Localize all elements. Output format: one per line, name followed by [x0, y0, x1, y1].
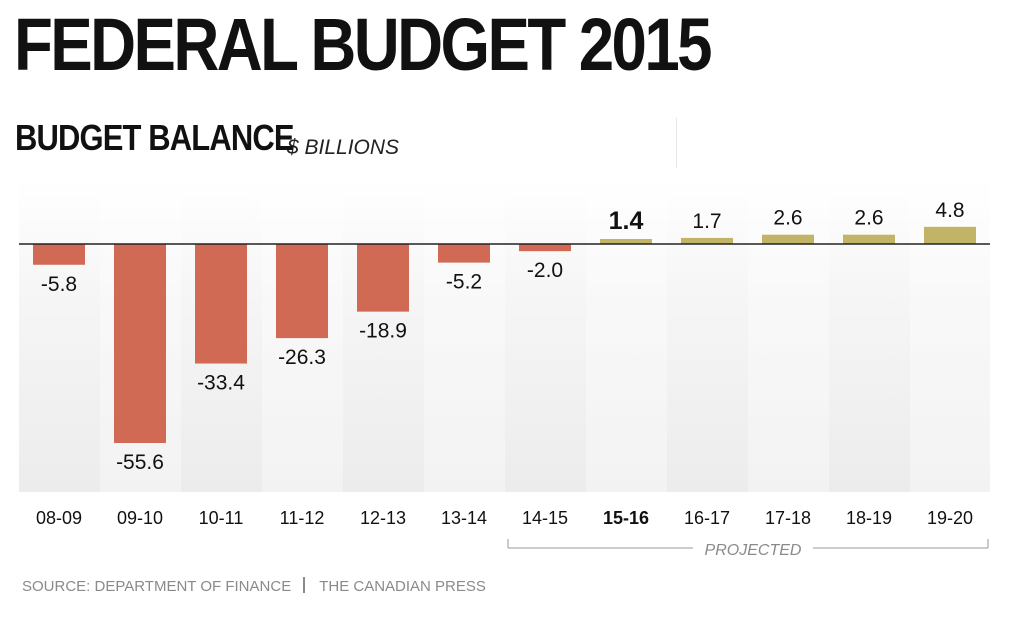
bar: [195, 244, 247, 364]
bar: [600, 238, 652, 244]
source-text: SOURCE: DEPARTMENT OF FINANCE: [22, 578, 292, 595]
data-label: 2.6: [854, 207, 883, 230]
data-label: -5.8: [41, 273, 77, 296]
x-tick-label: 08-09: [36, 508, 82, 528]
bar: [762, 234, 814, 244]
data-label: 4.8: [935, 199, 964, 222]
credit-text: THE CANADIAN PRESS: [319, 578, 486, 595]
data-label: -18.9: [359, 320, 407, 343]
page-title: FEDERAL BUDGET 2015: [14, 3, 713, 86]
x-tick-label: 16-17: [684, 508, 730, 528]
bar: [276, 244, 328, 339]
data-label: 1.7: [692, 210, 721, 233]
header-divider: [676, 118, 677, 168]
column-stripe: [748, 178, 829, 492]
data-label: 1.4: [609, 207, 644, 235]
x-tick-label: 19-20: [927, 508, 973, 528]
column-stripe: [424, 178, 505, 492]
projected-label: PROJECTED: [705, 542, 802, 559]
chart-title: BUDGET BALANCE: [15, 117, 295, 158]
data-label: -2.0: [527, 259, 563, 282]
column-stripe: [910, 178, 991, 492]
x-tick-label: 18-19: [846, 508, 892, 528]
data-label: -26.3: [278, 346, 326, 369]
bar: [438, 244, 490, 263]
bar: [924, 226, 976, 244]
units-label: $ BILLIONS: [287, 136, 400, 159]
bar: [357, 244, 409, 312]
data-label: -33.4: [197, 372, 245, 395]
x-tick-label: 09-10: [117, 508, 163, 528]
column-stripe: [586, 178, 667, 492]
bar: [681, 237, 733, 244]
x-tick-label: 13-14: [441, 508, 487, 528]
source-line: SOURCE: DEPARTMENT OF FINANCE THE CANADIA…: [22, 577, 486, 595]
data-label: 2.6: [773, 207, 802, 230]
bar: [519, 244, 571, 252]
x-tick-label: 12-13: [360, 508, 406, 528]
bar: [33, 244, 85, 265]
x-tick-label: 10-11: [199, 508, 244, 528]
plot-background: [19, 178, 990, 492]
data-label: -5.2: [446, 271, 482, 294]
x-tick-label: 11-12: [280, 508, 325, 528]
data-label: -55.6: [116, 451, 164, 474]
x-tick-label: 17-18: [765, 508, 811, 528]
source-divider: [303, 577, 306, 593]
bar: [843, 234, 895, 244]
x-tick-label: 14-15: [522, 508, 568, 528]
bar: [114, 244, 166, 443]
x-tick-label: 15-16: [603, 508, 649, 528]
